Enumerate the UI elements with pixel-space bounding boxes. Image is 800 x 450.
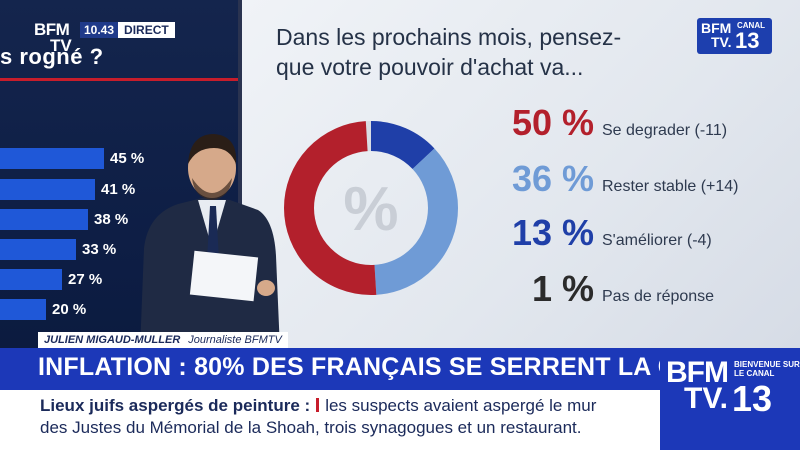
ticker-line1: Lieux juifs aspergés de peinture : les su…	[40, 396, 596, 416]
canal-number: 13	[735, 28, 760, 53]
answer-pct: 50 %	[511, 102, 594, 143]
bar	[0, 299, 46, 320]
journalist-name: JULIEN MIGAUD-MULLER	[44, 334, 181, 346]
answer-row: 13 % S'améliorer (-4)	[492, 212, 712, 254]
presenter-beard	[192, 178, 232, 200]
bar-row: 38 %	[0, 209, 128, 230]
answer-row: 36 % Rester stable (+14)	[492, 158, 739, 200]
presenter-paper	[189, 250, 259, 302]
question-line2: que votre pouvoir d'achat va...	[276, 54, 584, 80]
brand-number: 13	[732, 378, 773, 419]
question-line1: Dans les prochains mois, pensez-	[276, 24, 622, 50]
left-screen-title: s rogné ?	[0, 44, 104, 69]
bar	[0, 209, 88, 230]
answer-label: S'améliorer (-4)	[602, 232, 712, 249]
bfmtv-logo: BFM TV	[34, 20, 80, 60]
answer-label: Se degrader (-11)	[602, 122, 728, 139]
bar	[0, 148, 104, 169]
canal-line2: TV.	[711, 34, 732, 50]
brand-block: BFM TV. BIENVENUE SUR LE CANAL 13	[660, 348, 800, 450]
live-time: 10.43	[80, 22, 119, 38]
logo-line2: TV	[50, 36, 72, 55]
answer-pct: 13 %	[511, 212, 594, 253]
donut-chart: %	[284, 121, 458, 295]
ticker-separator	[316, 398, 320, 412]
percent-icon: %	[343, 175, 398, 244]
bar-pct-label: 27 %	[68, 271, 103, 288]
canal13-logo: BFM TV. CANAL 13	[697, 18, 772, 54]
bar-row: 45 %	[0, 148, 144, 169]
donut-slices	[284, 121, 458, 295]
answer-label: Pas de réponse	[602, 288, 715, 305]
bar-pct-label: 38 %	[94, 211, 129, 228]
bar-pct-label: 33 %	[82, 241, 117, 258]
news-ticker: Lieux juifs aspergés de peinture : les su…	[0, 390, 660, 450]
live-label: DIRECT	[118, 22, 175, 38]
presenter-head	[188, 138, 236, 198]
presenter	[140, 134, 280, 350]
canal-tag: CANAL	[737, 21, 765, 30]
presenter-hand	[257, 280, 275, 296]
name-strip: JULIEN MIGAUD-MULLER Journaliste BFMTV	[38, 332, 288, 348]
journalist-role: Journaliste BFMTV	[188, 334, 282, 346]
bar-pct-label: 45 %	[110, 150, 145, 167]
brand-line1: BFM	[666, 356, 729, 389]
answer-pct: 36 %	[511, 158, 594, 199]
bar-row: 41 %	[0, 179, 135, 200]
bar	[0, 179, 95, 200]
canal-line1: BFM	[701, 20, 732, 36]
bar	[0, 239, 76, 260]
headline-bar: INFLATION : 80% DES FRANÇAIS SE SERRENT …	[0, 348, 787, 390]
presenter-hair	[188, 134, 237, 164]
logo-line1: BFM	[34, 20, 70, 39]
brand-tagline: BIENVENUE SUR LE CANAL	[734, 360, 800, 378]
live-indicator: 10.43 DIRECT	[80, 22, 175, 38]
answer-label: Rester stable (+14)	[602, 178, 739, 195]
bar-pct-label: 41 %	[101, 181, 136, 198]
poll-question: Dans les prochains mois, pensez- que vot…	[276, 22, 706, 82]
donut-slice	[284, 121, 458, 295]
bar-pct-label: 20 %	[52, 301, 87, 318]
ticker-line2: des Justes du Mémorial de la Shoah, troi…	[40, 418, 582, 437]
ticker-text1: les suspects avaient aspergé le mur	[325, 396, 597, 415]
donut-slice	[284, 121, 458, 295]
bar-row: 20 %	[0, 299, 86, 320]
answer-pct: 1 %	[531, 268, 594, 309]
divider	[0, 78, 240, 81]
bar	[0, 269, 62, 290]
bar-row: 27 %	[0, 269, 102, 290]
brand-line2: TV.	[684, 382, 728, 415]
donut-slice	[284, 121, 458, 295]
bar-row: 33 %	[0, 239, 116, 260]
answer-row: 50 % Se degrader (-11)	[492, 102, 727, 144]
poll-screen: Dans les prochains mois, pensez- que vot…	[238, 0, 800, 348]
ticker-bold: Lieux juifs aspergés de peinture :	[40, 396, 311, 415]
answer-row: 1 % Pas de réponse	[492, 268, 714, 310]
